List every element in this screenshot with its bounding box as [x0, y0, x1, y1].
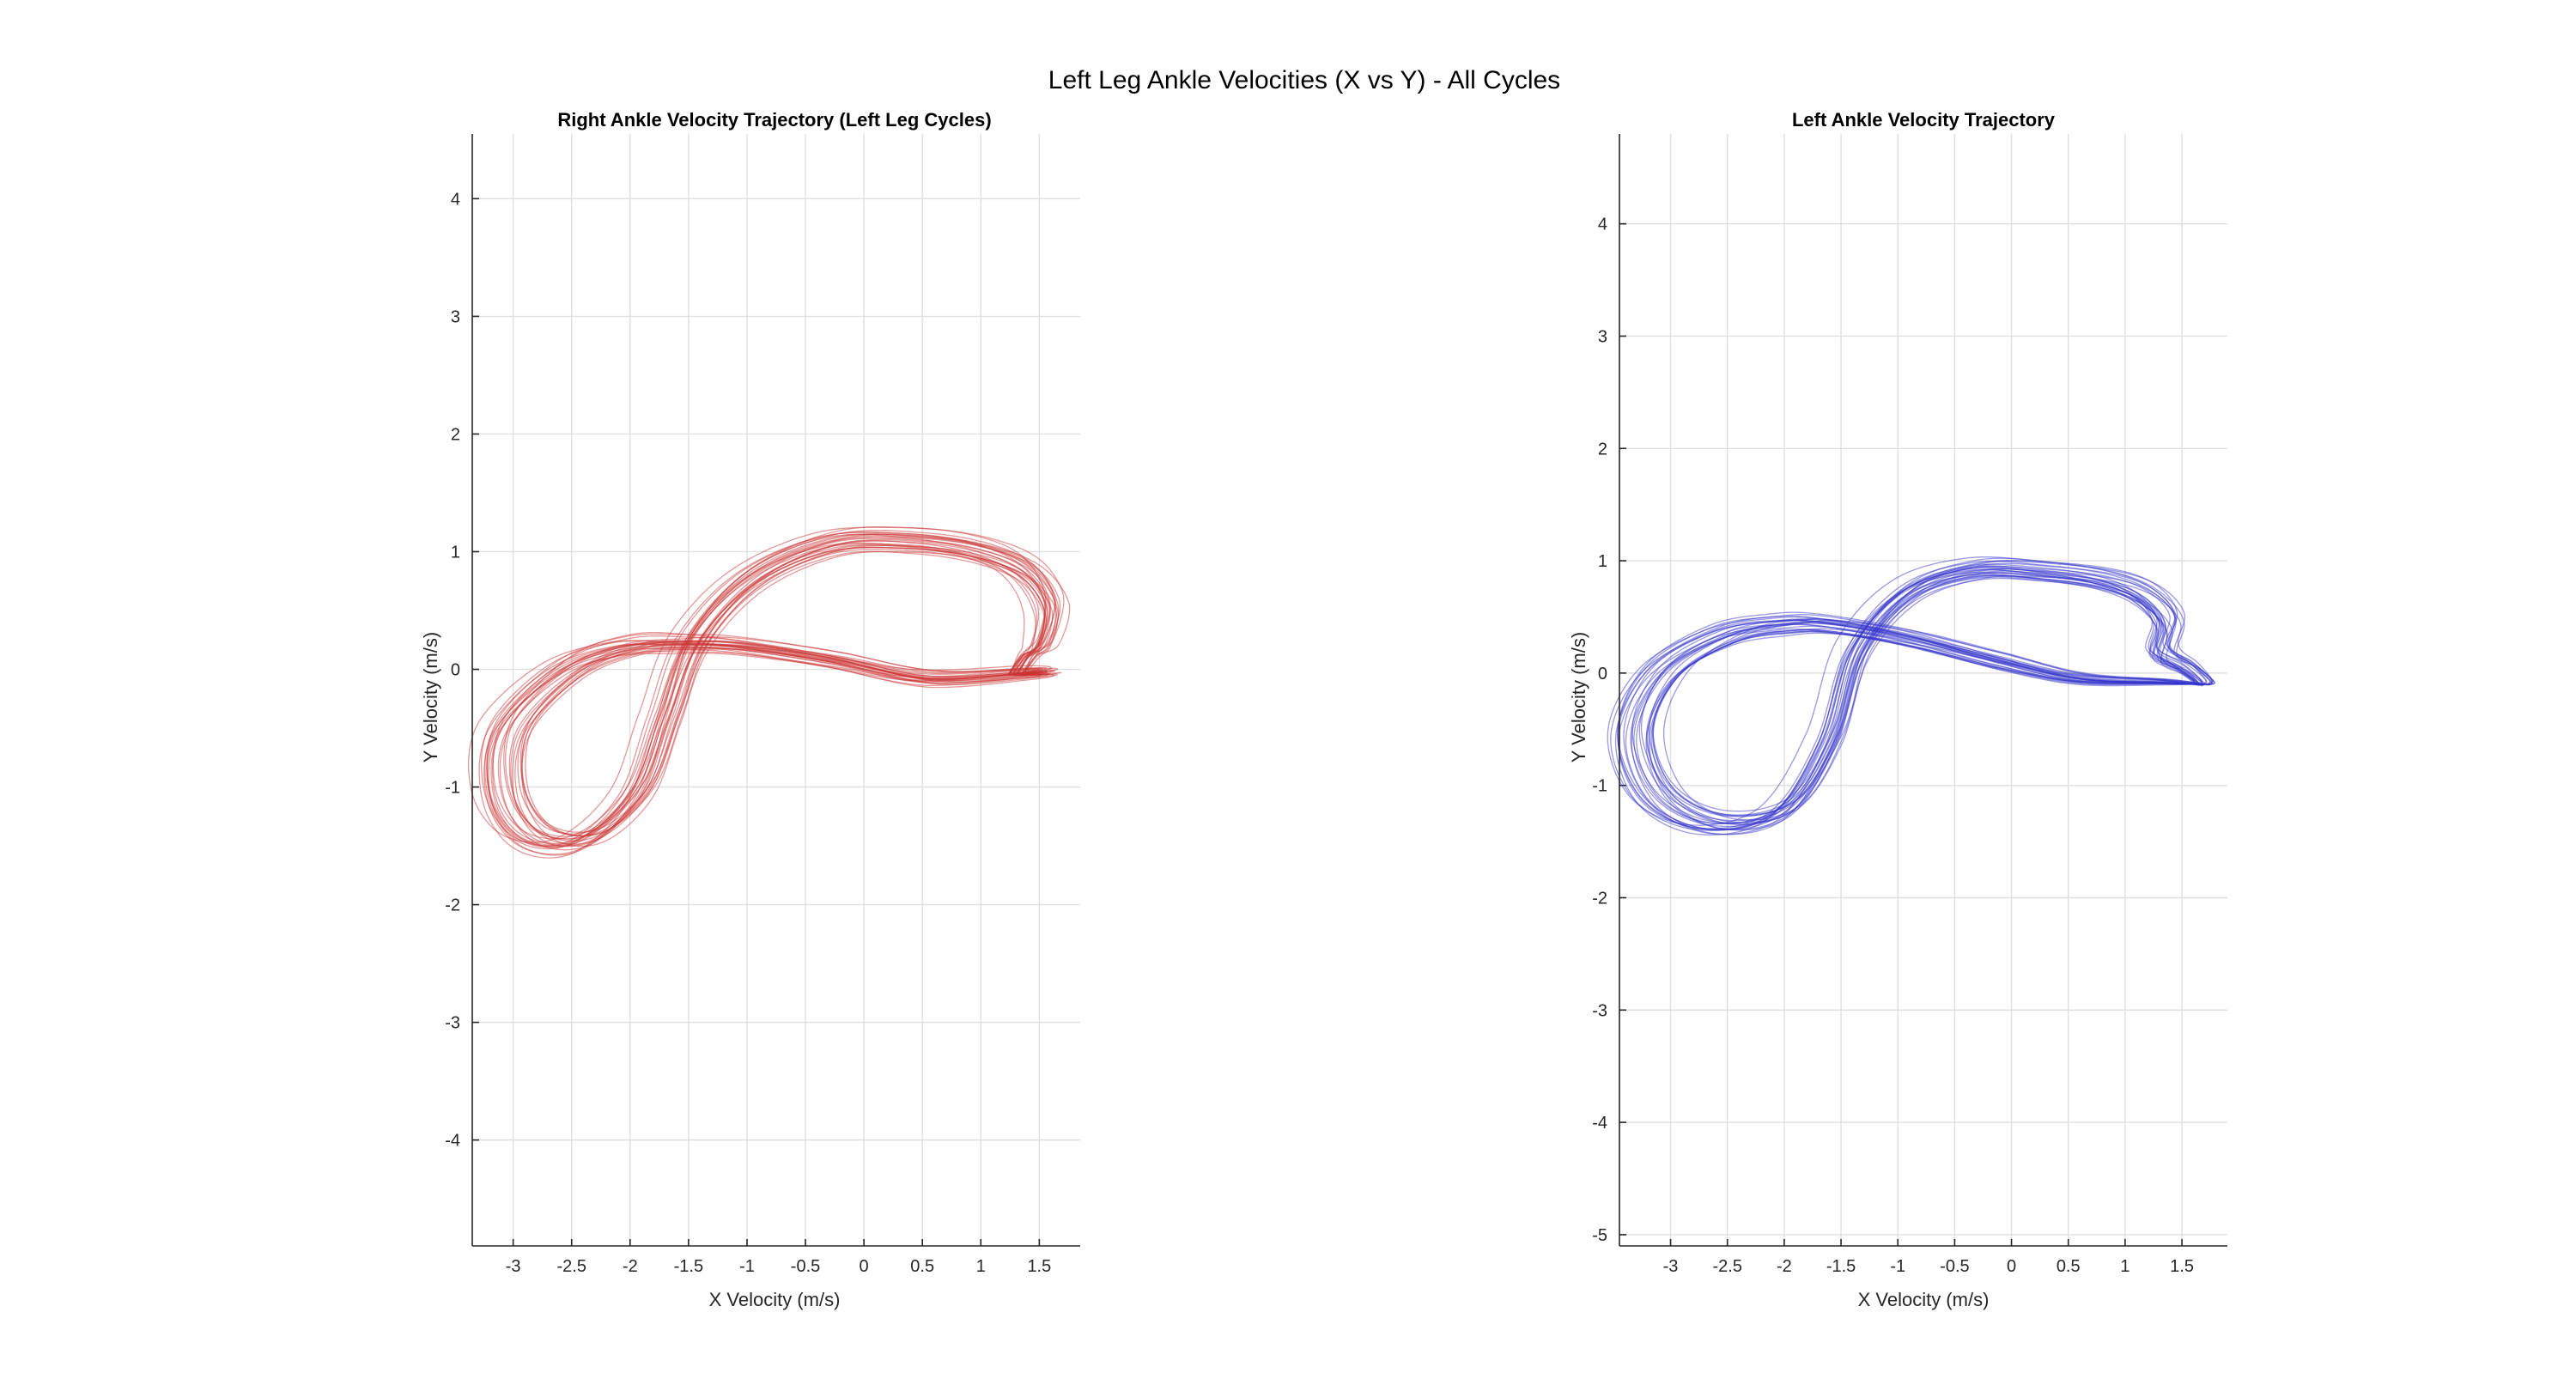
- right-ankle-cycle-line: [510, 549, 1038, 840]
- right-ankle-cycle-line: [517, 533, 1051, 835]
- right-ankle-x-tick-label: -1: [739, 1257, 755, 1276]
- left-ankle-grid: [1619, 134, 2227, 1246]
- left-ankle-x-tick-label: -1.5: [1826, 1257, 1856, 1276]
- right-ankle-cycle-line: [521, 546, 1048, 837]
- right-ankle-x-tick-label: 0: [860, 1257, 869, 1276]
- right-ankle-cycle-line: [512, 539, 1047, 847]
- right-ankle-cycle-line: [505, 529, 1056, 837]
- y-axis-label-left-ankle: Y Velocity (m/s): [1568, 632, 1589, 762]
- left-ankle-y-tick-label: -4: [1592, 1114, 1607, 1133]
- right-ankle-y-tick-label: 0: [451, 661, 460, 680]
- axes-title-right-ankle: Right Ankle Velocity Trajectory (Left Le…: [557, 109, 991, 131]
- left-ankle-cycle-line: [1625, 569, 2202, 830]
- right-ankle-axes: Right Ankle Velocity Trajectory (Left Le…: [420, 109, 1080, 1310]
- y-axis-label-right-ankle: Y Velocity (m/s): [420, 632, 441, 762]
- right-ankle-cycle-line: [486, 543, 1041, 847]
- right-ankle-x-tick-label: -3: [506, 1257, 521, 1276]
- right-ankle-x-tick-label: -1.5: [674, 1257, 703, 1276]
- right-ankle-cycle-line: [497, 546, 1054, 847]
- x-axis-label-right-ankle: X Velocity (m/s): [709, 1289, 841, 1310]
- right-ankle-x-tick-label: 1: [976, 1257, 986, 1276]
- right-ankle-y-tick-label: -3: [445, 1014, 460, 1033]
- right-ankle-x-tick-label: -0.5: [791, 1257, 820, 1276]
- left-ankle-y-tick-label: 2: [1598, 440, 1607, 459]
- left-ankle-y-tick-label: -1: [1592, 777, 1607, 796]
- left-ankle-cycle-line: [1638, 560, 2213, 822]
- left-ankle-y-tick-label: -2: [1592, 889, 1607, 908]
- right-ankle-x-tick-label: -2: [623, 1257, 638, 1276]
- right-ankle-grid: [472, 134, 1080, 1246]
- right-ankle-y-tick-label: 3: [451, 307, 460, 326]
- figure-suptitle: Left Leg Ankle Velocities (X vs Y) - All…: [1048, 66, 1560, 94]
- axes-title-left-ankle: Left Ankle Velocity Trajectory: [1792, 109, 2056, 131]
- left-ankle-cycle-line: [1617, 562, 2213, 831]
- left-ankle-x-tick-label: 1: [2120, 1257, 2129, 1276]
- left-ankle-cycle-line: [1623, 557, 2216, 835]
- right-ankle-y-tick-label: -2: [445, 896, 460, 915]
- left-ankle-axes: Left Ankle Velocity Trajectory X Velocit…: [1568, 109, 2227, 1310]
- right-ankle-y-tick-label: 4: [451, 190, 460, 209]
- left-ankle-x-tick-label: -1: [1890, 1257, 1905, 1276]
- left-ankle-x-tick-label: 0: [2007, 1257, 2016, 1276]
- right-ankle-cycle-line: [467, 526, 1052, 843]
- left-ankle-y-tick-label: 4: [1598, 216, 1607, 234]
- left-ankle-x-tick-label: -2.5: [1712, 1257, 1741, 1276]
- right-ankle-y-tick-label: -1: [445, 779, 460, 798]
- left-ankle-trajectories: [1607, 556, 2216, 835]
- left-ankle-y-tick-label: -5: [1592, 1226, 1607, 1245]
- left-ankle-x-tick-label: -2: [1777, 1257, 1792, 1276]
- left-ankle-y-tick-label: 1: [1598, 552, 1607, 571]
- left-ankle-y-tick-label: 0: [1598, 665, 1607, 683]
- right-ankle-x-tick-label: -2.5: [556, 1257, 586, 1276]
- left-ankle-cycle-line: [1640, 574, 2197, 817]
- right-ankle-trajectories: [467, 525, 1071, 859]
- left-ankle-x-tick-label: -3: [1663, 1257, 1679, 1276]
- left-ankle-y-tick-label: -3: [1592, 1001, 1607, 1020]
- right-ankle-y-tick-label: 1: [451, 543, 460, 562]
- left-ankle-x-tick-label: -0.5: [1940, 1257, 1969, 1276]
- right-ankle-y-tick-label: -4: [445, 1132, 460, 1151]
- right-ankle-y-tick-label: 2: [451, 425, 460, 444]
- right-ankle-x-tick-label: 0.5: [910, 1257, 934, 1276]
- left-ankle-y-tick-label: 3: [1598, 327, 1607, 346]
- left-ankle-cycle-line: [1631, 570, 2214, 835]
- left-ankle-x-tick-label: 1.5: [2170, 1257, 2194, 1276]
- left-ankle-x-tick-label: 0.5: [2057, 1257, 2081, 1276]
- right-ankle-x-tick-label: 1.5: [1027, 1257, 1051, 1276]
- x-axis-label-left-ankle: X Velocity (m/s): [1858, 1289, 1990, 1310]
